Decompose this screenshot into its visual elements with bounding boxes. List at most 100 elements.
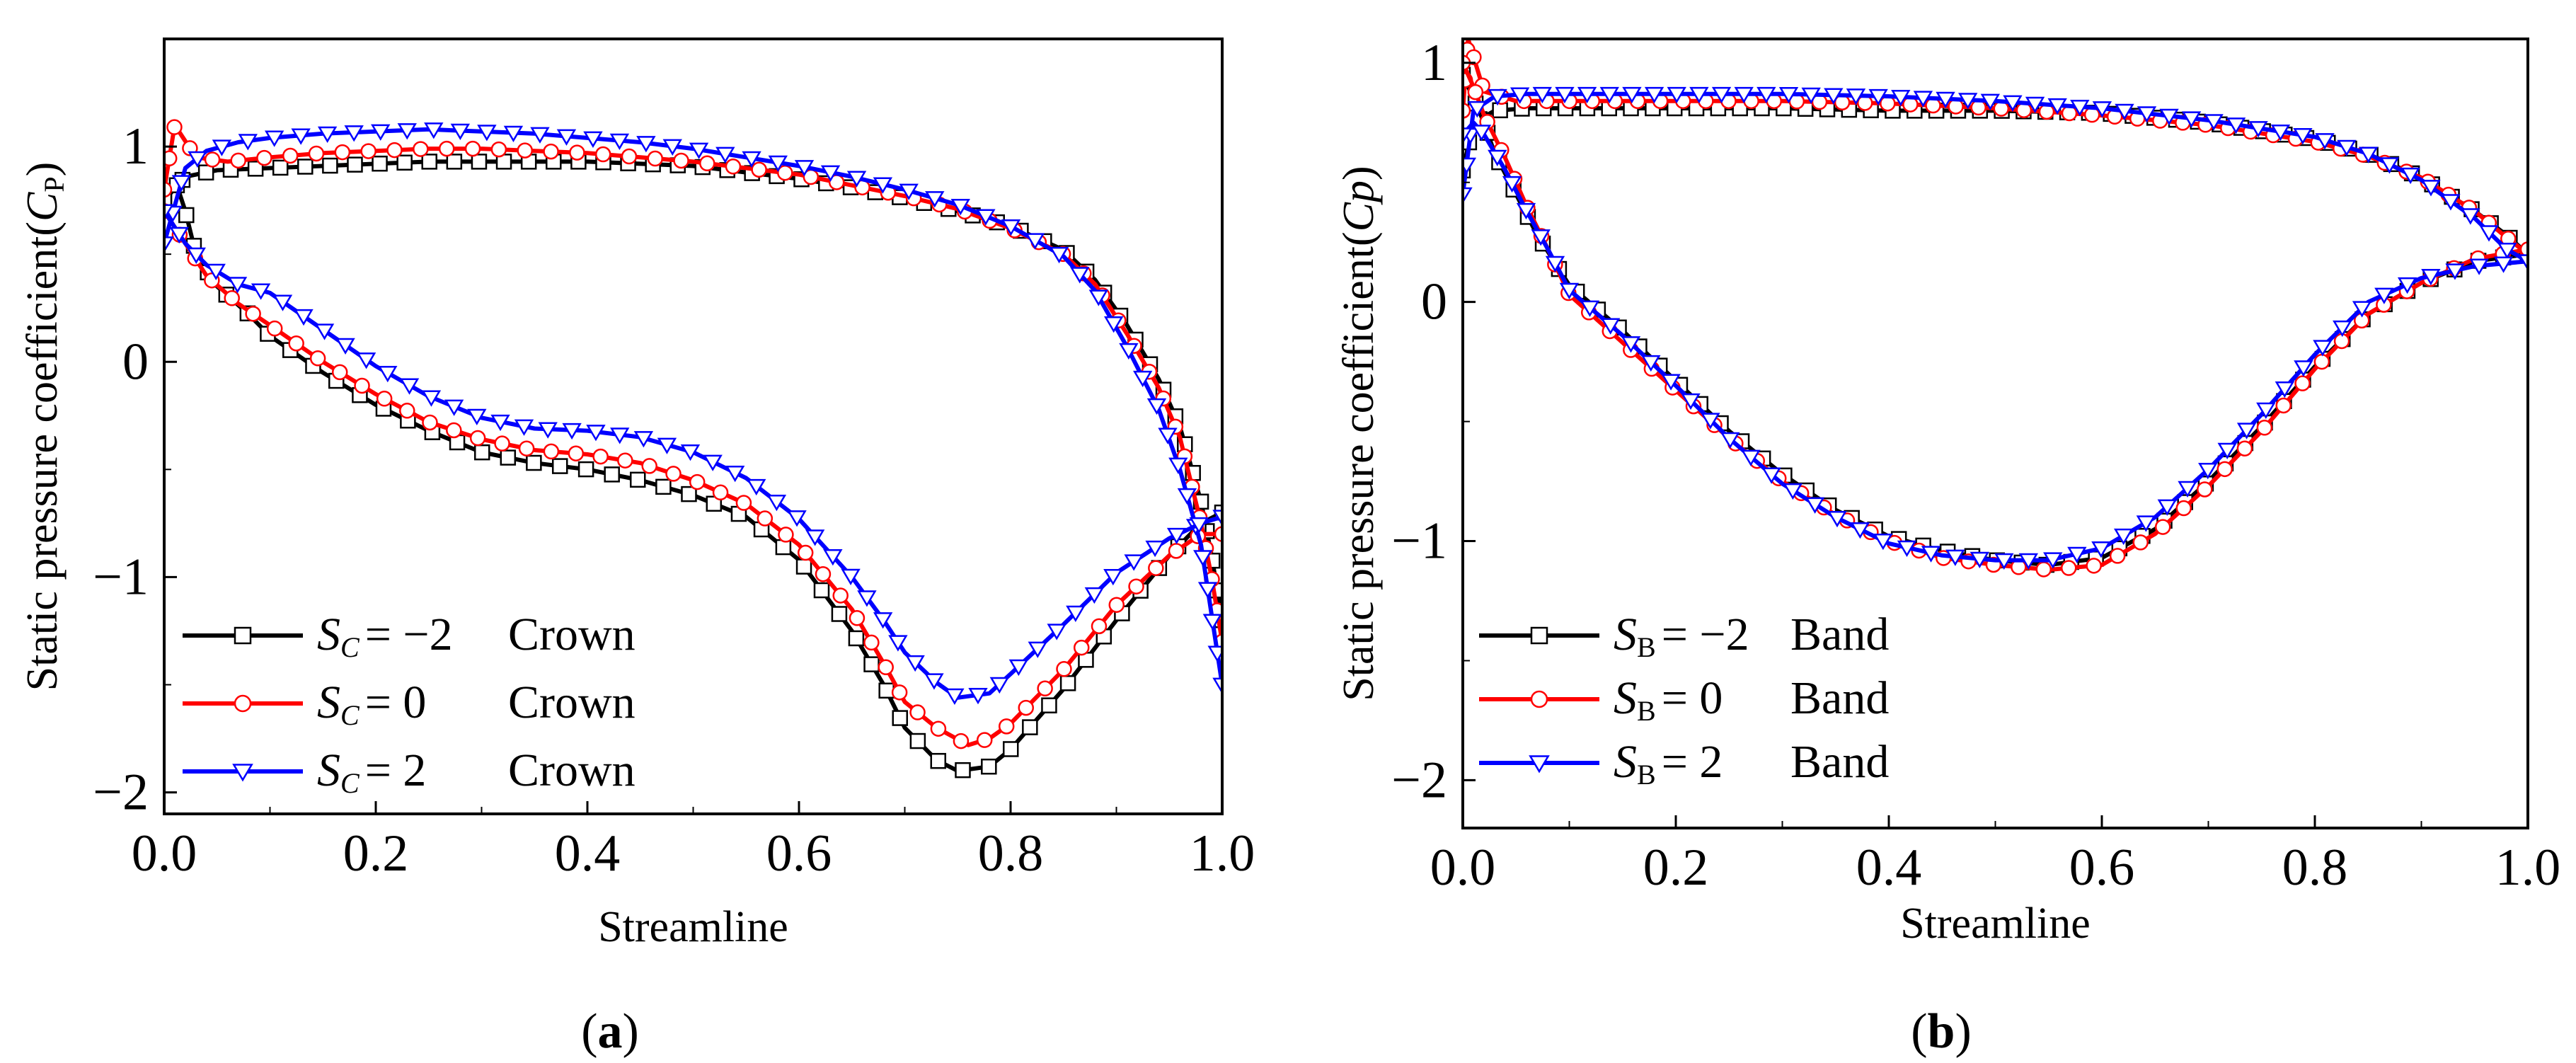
- panel-a-series-1-point: [422, 415, 437, 430]
- panel-a-legend-entry-0: SC = −2 Crown: [183, 609, 636, 663]
- panel-a-series-1-point: [335, 145, 350, 159]
- panel-b-series-1-point: [2258, 420, 2272, 435]
- panel-b-legend-entry-2: SB = 2 Band: [1479, 736, 1889, 791]
- panel-a-series-0-point: [982, 759, 996, 774]
- panel-a-legend-label: SC = −2 Crown: [317, 609, 636, 663]
- panel-a-legend-entry-1: SC = 0 Crown: [183, 677, 636, 731]
- panel-a-series-1-point: [726, 159, 740, 173]
- panel-a-series-0-point: [865, 657, 879, 672]
- panel-a-series-0-point: [849, 631, 863, 645]
- panel-b-series-1-point: [2238, 442, 2252, 456]
- panel-a-series-1-point: [1038, 682, 1052, 696]
- panel-b-series-1-point: [2037, 562, 2051, 576]
- panel-a-series-1-point: [1110, 598, 1124, 612]
- panel-b-legend-suffix: Band: [1790, 672, 1889, 724]
- panel-a-series-1-point: [954, 734, 968, 748]
- panel-b-caption-letter: b: [1928, 1004, 1955, 1059]
- panel-a-series-1-point: [518, 144, 532, 158]
- panel-a-series-1-point: [231, 154, 246, 168]
- panel-a-legend-value: = 0: [365, 677, 427, 728]
- panel-a-y-axis-label-main: Static pressure coefficient(: [18, 222, 67, 691]
- panel-a-y-axis-label-sub: P: [38, 176, 70, 192]
- panel-a-series-1-point: [492, 142, 506, 156]
- panel-a-series-1-point: [205, 152, 219, 166]
- panel-a-series-1-point: [713, 485, 728, 500]
- panel-a-series-1-point: [850, 611, 864, 625]
- panel-b-plot-area: [1455, 39, 2536, 576]
- panel-a-series-0-point: [422, 154, 437, 168]
- panel-a-series-1-point: [447, 423, 461, 437]
- panel-a-legend-suffix: Crown: [508, 677, 636, 728]
- panel-a-x-axis-label: Streamline: [598, 903, 788, 951]
- panel-b-legend-sub: B: [1637, 695, 1656, 727]
- panel-a-series-1-point: [519, 442, 534, 456]
- panel-b-y-axis-label-close: ): [1335, 166, 1383, 180]
- panel-a-series-0-point: [347, 158, 362, 172]
- panel-a-series-1-point: [690, 475, 704, 489]
- panel-a-series-0-point: [472, 154, 486, 168]
- panel-a-series-0-point: [298, 159, 312, 173]
- panel-a-legend-marker: [235, 628, 251, 643]
- panel-a-series-1-point: [864, 636, 878, 650]
- panel-b-chart: 0.0 0.2 0.4 0.6 0.8 1.0 1 0 −1 −2 Streamline Stat…: [1335, 34, 2560, 1059]
- panel-a-series-1-point: [333, 365, 347, 379]
- panel-a-series-0-point: [273, 161, 287, 175]
- panel-a-series-0-point: [501, 451, 515, 465]
- panel-b-legend-value: = 2: [1662, 736, 1723, 788]
- panel-a-series-1-point: [778, 527, 793, 541]
- panel-a-series-0-point: [475, 445, 489, 459]
- panel-a-series-0-point: [447, 154, 461, 168]
- panel-a-legend-sub: C: [340, 699, 360, 731]
- panel-a-series-1-point: [569, 447, 583, 461]
- panel-b-legend-value: = −2: [1662, 609, 1749, 660]
- panel-a-caption: (a): [581, 1004, 639, 1059]
- panel-b-x-axis-label: Streamline: [1900, 900, 2091, 948]
- panel-a-series-1-point: [471, 431, 485, 445]
- panel-a-legend-var: S: [317, 609, 340, 660]
- panel-a-series-0-point: [797, 560, 811, 574]
- panel-a-series-1-point: [167, 120, 181, 134]
- panel-a-series-0-point: [955, 763, 970, 777]
- panel-a-series-1-point: [283, 149, 297, 163]
- panel-a-caption-letter: a: [598, 1004, 623, 1059]
- panel-a-legend-sub: C: [340, 631, 360, 663]
- panel-a-series-1-point: [495, 437, 510, 451]
- panel-a-series-1-point: [999, 719, 1013, 733]
- panel-b-x-tick-label: 0.8: [2282, 839, 2348, 897]
- panel-a-series-1-point: [737, 496, 751, 510]
- panel-a-series-1-point: [618, 454, 632, 468]
- panel-a-series-0-point: [373, 156, 387, 171]
- panel-b-legend-marker: [1531, 628, 1547, 643]
- panel-a-legend-sub: C: [340, 767, 360, 799]
- panel-b-legend-sub: B: [1637, 631, 1656, 663]
- panel-a-series-1-point: [413, 142, 427, 156]
- panel-b-y-axis-label-main: Static pressure coefficient(: [1335, 231, 1383, 701]
- panel-a-series-1-point: [355, 379, 369, 393]
- panel-a-series-0-point: [527, 456, 541, 470]
- panel-a-y-tick-label: −1: [93, 548, 149, 606]
- panel-a-series-1-point: [911, 706, 925, 720]
- panel-a-y-tick-label: −2: [93, 764, 149, 822]
- panel-b-series-1-point: [2156, 520, 2170, 534]
- panel-a-series-0-point: [1023, 720, 1037, 735]
- panel-a-series-1-point: [648, 151, 662, 166]
- panel-a-series-1-point: [388, 143, 402, 157]
- panel-a-series-1-point: [1019, 701, 1033, 715]
- panel-a-series-0-point: [911, 734, 925, 748]
- panel-b-legend-suffix: Band: [1790, 736, 1889, 788]
- panel-a-y-axis-label: Static pressure coefficient(CP): [18, 162, 70, 691]
- panel-b-x-tick-label: 0.0: [1430, 839, 1496, 897]
- panel-a-series-0-point: [398, 156, 412, 170]
- panel-b-legend-entry-0: SB = −2 Band: [1479, 609, 1889, 663]
- panel-a-series-1-upper-line: [164, 125, 1222, 642]
- panel-a-series-1-point: [311, 351, 325, 365]
- panel-a-series-0-upper-line: [164, 161, 1222, 620]
- panel-a-series-1-point: [362, 144, 376, 159]
- panel-a-series-1-point: [309, 146, 323, 161]
- panel-a-x-tick-label: 0.6: [766, 824, 832, 883]
- panel-b-series-1-point: [2335, 334, 2349, 348]
- panel-b-x-tick-label: 1.0: [2495, 839, 2561, 897]
- panel-b-y-axis-label-var: Cp: [1335, 180, 1383, 231]
- panel-a-series-0-point: [832, 607, 846, 621]
- panel-a-series-1-point: [752, 163, 766, 177]
